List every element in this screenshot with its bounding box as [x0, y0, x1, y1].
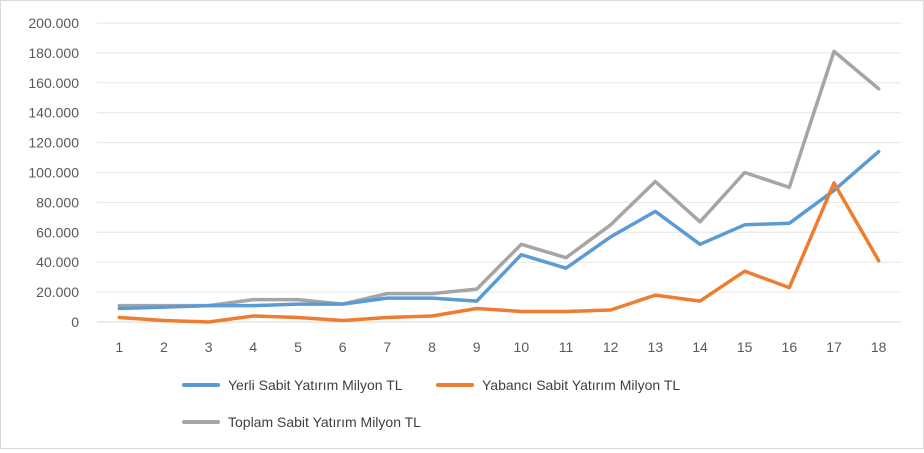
x-tick-label: 15	[737, 339, 753, 355]
x-tick-label: 8	[428, 339, 436, 355]
series-line-2	[117, 181, 881, 324]
y-tick-label: 80.000	[36, 194, 79, 210]
x-tick-label: 6	[339, 339, 347, 355]
y-tick-label: 40.000	[36, 254, 79, 270]
series-lines	[117, 49, 881, 324]
x-tick-label: 17	[826, 339, 842, 355]
x-tick-label: 3	[205, 339, 213, 355]
series-line-1	[117, 149, 881, 311]
x-tick-label: 14	[692, 339, 708, 355]
x-tick-label: 18	[871, 339, 887, 355]
x-tick-label: 11	[559, 339, 574, 355]
y-tick-label: 60.000	[36, 224, 79, 240]
x-tick-label: 4	[249, 339, 257, 355]
legend-label-3: Toplam Sabit Yatırım Milyon TL	[228, 414, 421, 430]
x-axis-labels: 1 2 3 4 5 6 7 8 9 10 11 12 13 14 15 16 17 18	[115, 339, 886, 355]
x-tick-label: 10	[514, 339, 530, 355]
x-tick-label: 7	[383, 339, 391, 355]
x-tick-label: 5	[294, 339, 302, 355]
x-tick-label: 9	[473, 339, 481, 355]
y-tick-label: 200.000	[28, 15, 79, 31]
legend-label-1: Yerli Sabit Yatırım Milyon TL	[228, 377, 403, 393]
legend-label-2: Yabancı Sabit Yatırım Milyon TL	[482, 377, 680, 393]
y-tick-label: 160.000	[28, 75, 79, 91]
y-tick-label: 0	[71, 314, 79, 330]
x-tick-label: 12	[603, 339, 619, 355]
y-tick-label: 20.000	[36, 284, 79, 300]
y-tick-label: 100.000	[28, 165, 79, 181]
gridlines	[97, 22, 901, 323]
y-tick-label: 140.000	[28, 105, 79, 121]
x-tick-label: 16	[782, 339, 798, 355]
x-tick-label: 2	[160, 339, 168, 355]
y-tick-label: 180.000	[28, 45, 79, 61]
y-axis-labels: 0 20.000 40.000 60.000 80.000 100.000 120.000 1…	[28, 15, 79, 330]
x-tick-label: 13	[648, 339, 664, 355]
x-tick-label: 1	[115, 339, 123, 355]
y-tick-label: 120.000	[28, 135, 79, 151]
series-line-3	[117, 49, 881, 308]
legend: Yerli Sabit Yatırım Milyon TL Yabancı Sab…	[182, 377, 680, 430]
